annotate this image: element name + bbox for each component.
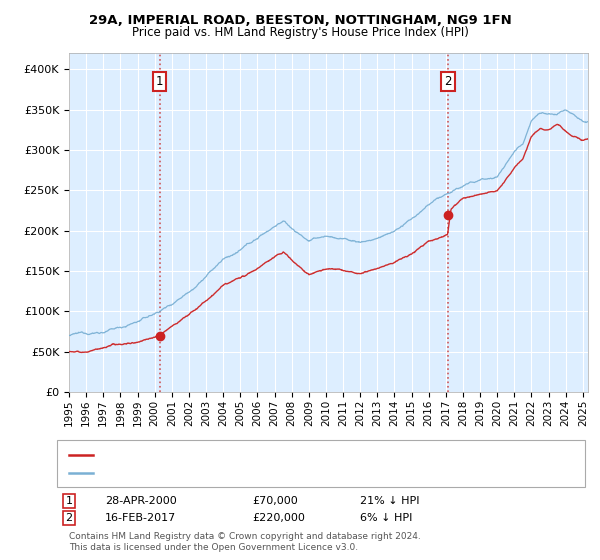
Text: 29A, IMPERIAL ROAD, BEESTON, NOTTINGHAM, NG9 1FN (detached house): 29A, IMPERIAL ROAD, BEESTON, NOTTINGHAM,… bbox=[97, 450, 486, 460]
Text: 29A, IMPERIAL ROAD, BEESTON, NOTTINGHAM, NG9 1FN: 29A, IMPERIAL ROAD, BEESTON, NOTTINGHAM,… bbox=[89, 14, 511, 27]
Text: 2: 2 bbox=[444, 75, 452, 88]
Text: 16-FEB-2017: 16-FEB-2017 bbox=[105, 513, 176, 523]
Text: 1: 1 bbox=[65, 496, 73, 506]
Text: This data is licensed under the Open Government Licence v3.0.: This data is licensed under the Open Gov… bbox=[69, 543, 358, 552]
Text: 21% ↓ HPI: 21% ↓ HPI bbox=[360, 496, 419, 506]
Text: 28-APR-2000: 28-APR-2000 bbox=[105, 496, 177, 506]
Text: Contains HM Land Registry data © Crown copyright and database right 2024.: Contains HM Land Registry data © Crown c… bbox=[69, 532, 421, 541]
Text: 2: 2 bbox=[65, 513, 73, 523]
Text: £70,000: £70,000 bbox=[252, 496, 298, 506]
Text: 6% ↓ HPI: 6% ↓ HPI bbox=[360, 513, 412, 523]
Text: 1: 1 bbox=[156, 75, 164, 88]
Text: Price paid vs. HM Land Registry's House Price Index (HPI): Price paid vs. HM Land Registry's House … bbox=[131, 26, 469, 39]
Text: £220,000: £220,000 bbox=[252, 513, 305, 523]
Text: HPI: Average price, detached house, Broxtowe: HPI: Average price, detached house, Brox… bbox=[97, 468, 339, 478]
